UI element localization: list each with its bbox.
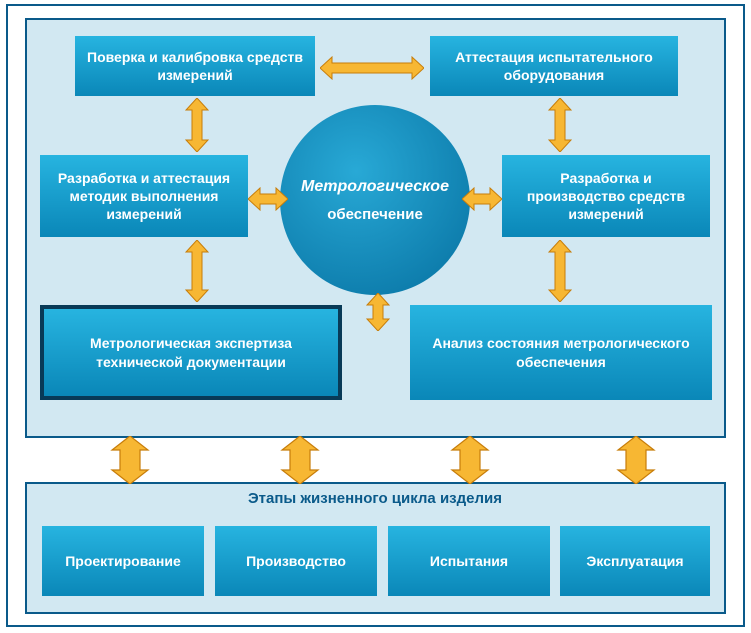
box-tr: Аттестация испытательного оборудования bbox=[430, 36, 678, 96]
arrow-h-1 bbox=[248, 187, 288, 211]
box-bl: Метрологическая экспертиза технической д… bbox=[40, 305, 342, 400]
lifecycle-title: Этапы жизненного цикла изделия bbox=[210, 490, 540, 507]
arrow-v-0 bbox=[185, 98, 209, 152]
arrow-v-1 bbox=[548, 98, 572, 152]
box-ml: Разработка и аттестация методик выполнен… bbox=[40, 155, 248, 237]
box-tl: Поверка и калибровка средств измерений bbox=[75, 36, 315, 96]
stage-box-1: Производство bbox=[215, 526, 377, 596]
box-br: Анализ состояния метрологического обеспе… bbox=[410, 305, 712, 400]
connector-arrow-1 bbox=[280, 436, 320, 484]
circle-line2: обеспечение bbox=[327, 206, 423, 223]
arrow-v-2 bbox=[185, 240, 209, 302]
stage-box-3: Эксплуатация bbox=[560, 526, 710, 596]
stage-box-2: Испытания bbox=[388, 526, 550, 596]
arrow-v-4 bbox=[366, 293, 390, 331]
connector-arrow-2 bbox=[450, 436, 490, 484]
connector-arrow-0 bbox=[110, 436, 150, 484]
connector-arrow-3 bbox=[616, 436, 656, 484]
center-circle: Метрологическое обеспечение bbox=[280, 105, 470, 295]
arrow-v-3 bbox=[548, 240, 572, 302]
stage-box-0: Проектирование bbox=[42, 526, 204, 596]
box-mr: Разработка и производство средств измере… bbox=[502, 155, 710, 237]
circle-line1: Метрологическое bbox=[301, 178, 449, 196]
arrow-h-0 bbox=[320, 56, 424, 80]
arrow-h-2 bbox=[462, 187, 502, 211]
